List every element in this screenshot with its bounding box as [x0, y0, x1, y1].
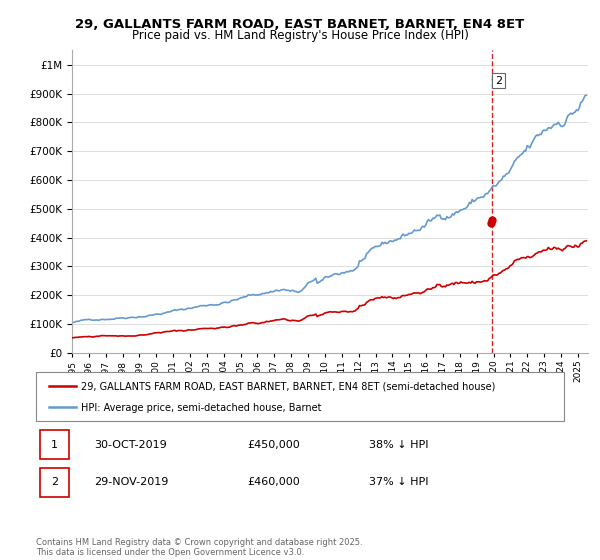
FancyBboxPatch shape: [36, 372, 564, 421]
Text: HPI: Average price, semi-detached house, Barnet: HPI: Average price, semi-detached house,…: [81, 403, 322, 413]
Text: Price paid vs. HM Land Registry's House Price Index (HPI): Price paid vs. HM Land Registry's House …: [131, 29, 469, 42]
Text: 2: 2: [51, 477, 58, 487]
Text: 29-NOV-2019: 29-NOV-2019: [94, 477, 169, 487]
Text: £460,000: £460,000: [247, 477, 300, 487]
FancyBboxPatch shape: [40, 430, 69, 459]
Text: 1: 1: [51, 440, 58, 450]
Text: Contains HM Land Registry data © Crown copyright and database right 2025.
This d: Contains HM Land Registry data © Crown c…: [36, 538, 362, 557]
Text: 37% ↓ HPI: 37% ↓ HPI: [368, 477, 428, 487]
Text: 29, GALLANTS FARM ROAD, EAST BARNET, BARNET, EN4 8ET (semi-detached house): 29, GALLANTS FARM ROAD, EAST BARNET, BAR…: [81, 381, 495, 391]
FancyBboxPatch shape: [40, 468, 69, 497]
Text: £450,000: £450,000: [247, 440, 300, 450]
Text: 30-OCT-2019: 30-OCT-2019: [94, 440, 167, 450]
Text: 2: 2: [495, 76, 502, 86]
Text: 29, GALLANTS FARM ROAD, EAST BARNET, BARNET, EN4 8ET: 29, GALLANTS FARM ROAD, EAST BARNET, BAR…: [76, 18, 524, 31]
Text: 38% ↓ HPI: 38% ↓ HPI: [368, 440, 428, 450]
